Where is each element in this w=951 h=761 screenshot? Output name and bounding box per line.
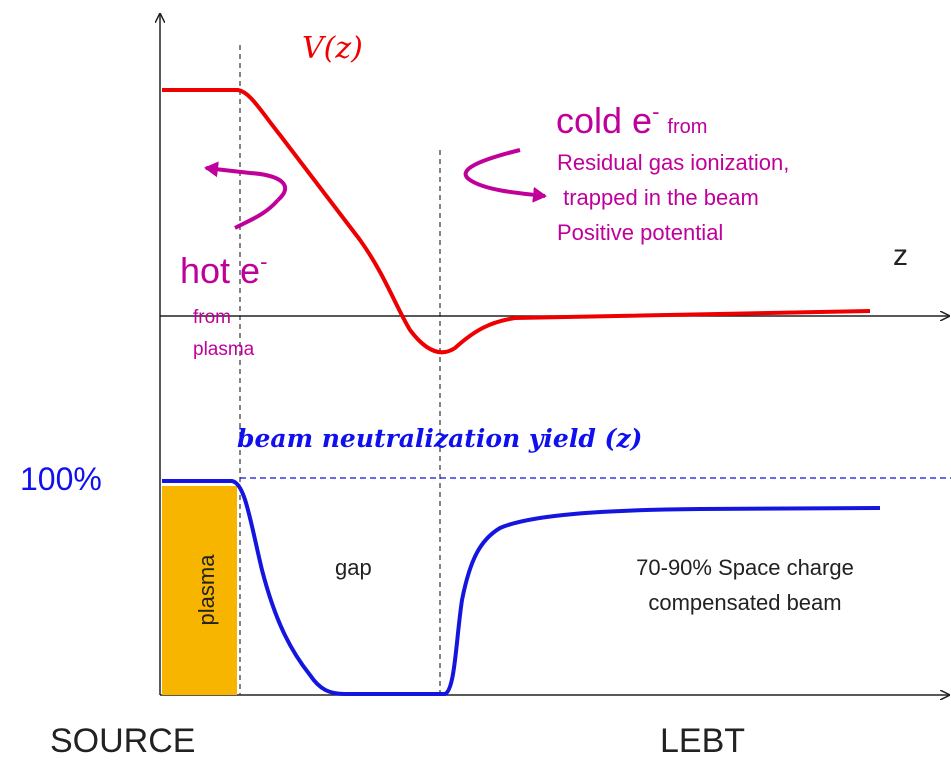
hot-electron-arrow xyxy=(204,161,287,202)
full-label: 100% xyxy=(20,461,102,497)
hot-electron-arrow xyxy=(234,198,280,230)
cold-from: from xyxy=(667,116,707,138)
hot-sup: - xyxy=(260,249,267,274)
source-label: SOURCE xyxy=(50,722,195,760)
lebt-label: LEBT xyxy=(660,722,745,760)
z-label: z xyxy=(893,239,908,272)
plasma-block xyxy=(162,486,237,695)
yield-label: beam neutralization yield (z) xyxy=(237,424,642,453)
cold-line: Positive potential xyxy=(557,220,723,245)
potential-curve xyxy=(162,88,871,355)
yield-curve xyxy=(162,479,881,696)
potential-label: V(z) xyxy=(302,31,363,66)
compensated-line: 70-90% Space charge xyxy=(636,555,854,580)
hot-electron-label: hot e- xyxy=(180,249,267,291)
gap-label: gap xyxy=(335,555,372,580)
cold-line: trapped in the beam xyxy=(557,185,759,210)
hot-line: from xyxy=(193,307,231,328)
cold-main: cold e xyxy=(556,100,652,141)
cold-sup: - xyxy=(652,99,659,124)
hot-line: plasma xyxy=(193,339,255,360)
cold-line: Residual gas ionization, xyxy=(557,150,789,175)
cold-electron-arrow xyxy=(463,148,547,203)
compensated-line: compensated beam xyxy=(648,590,841,615)
plasma-label: plasma xyxy=(194,554,219,626)
hot-main: hot e xyxy=(180,250,260,291)
cold-electron-label: cold e-from xyxy=(556,99,707,141)
